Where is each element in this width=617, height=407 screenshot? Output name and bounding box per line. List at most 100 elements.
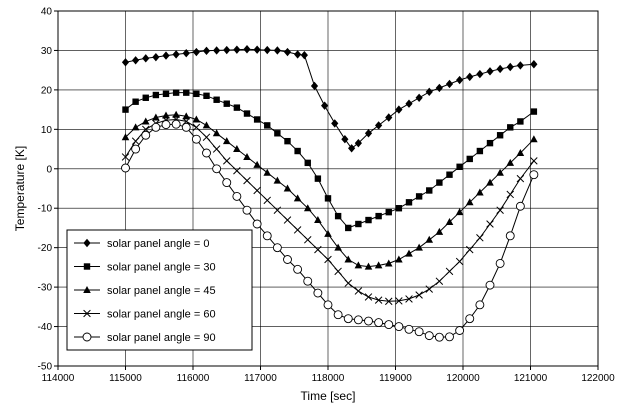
data-point [284, 137, 291, 145]
legend-marker [83, 286, 91, 293]
data-point [465, 245, 474, 254]
data-point [516, 174, 525, 183]
data-point [252, 219, 262, 229]
data-point [264, 122, 271, 129]
y-tick-label: 40 [41, 7, 53, 18]
data-point [485, 280, 495, 290]
data-point [283, 216, 292, 224]
data-point [445, 79, 454, 89]
data-point [233, 45, 241, 54]
data-point [212, 164, 222, 174]
data-point [354, 287, 363, 295]
data-point [374, 318, 384, 328]
data-point [151, 122, 161, 132]
data-point [152, 91, 160, 99]
data-point [171, 119, 181, 129]
data-point [262, 231, 272, 241]
data-point [131, 144, 141, 154]
data-point [425, 87, 433, 97]
data-point [142, 54, 150, 63]
data-point [303, 204, 312, 212]
data-point [300, 50, 308, 60]
data-point [222, 137, 231, 145]
data-point [415, 193, 423, 200]
data-point [182, 112, 191, 120]
data-point [385, 208, 392, 216]
data-point [122, 106, 129, 113]
data-point [341, 134, 349, 144]
data-point [273, 206, 282, 214]
data-point [283, 255, 292, 264]
data-point [192, 123, 201, 132]
data-point [515, 201, 525, 211]
data-point [263, 168, 272, 176]
data-point [132, 98, 139, 105]
data-point [131, 123, 140, 131]
data-point [436, 179, 443, 186]
data-point [345, 224, 352, 232]
data-point [530, 135, 538, 143]
data-point [385, 113, 393, 122]
data-point [303, 236, 312, 244]
legend-marker [83, 263, 91, 270]
data-point [486, 67, 494, 76]
data-point [364, 293, 373, 301]
data-point [375, 121, 383, 130]
data-point [232, 191, 242, 201]
data-point [321, 101, 329, 110]
data-point [426, 187, 433, 194]
data-point [263, 196, 272, 205]
data-point [202, 46, 211, 56]
data-point [486, 178, 494, 186]
legend-marker [82, 332, 92, 342]
data-point [293, 194, 302, 202]
y-tick-label: -20 [38, 243, 53, 254]
data-point [233, 145, 241, 153]
data-point [141, 117, 150, 125]
data-point [476, 69, 484, 79]
data-point [304, 159, 311, 167]
data-point [202, 148, 211, 158]
data-point [212, 145, 221, 153]
y-tick-label: 0 [46, 164, 52, 175]
data-point [434, 332, 444, 342]
data-point [415, 291, 423, 299]
data-point [506, 158, 515, 166]
data-point [141, 130, 151, 140]
data-point [496, 132, 504, 139]
data-point [506, 62, 514, 72]
data-point [455, 326, 465, 335]
data-point [354, 261, 363, 269]
data-point [405, 99, 413, 108]
data-point [203, 92, 210, 100]
data-point [415, 243, 423, 251]
data-point [314, 175, 322, 182]
data-point [353, 315, 363, 325]
data-point [435, 83, 443, 93]
data-point [466, 155, 473, 163]
data-point [222, 178, 232, 188]
data-point [415, 93, 423, 102]
legend-label: solar panel angle = 0 [107, 238, 209, 250]
data-point [334, 267, 342, 276]
x-tick-label: 116000 [177, 373, 210, 384]
data-point [192, 115, 201, 123]
x-tick-label: 118000 [312, 373, 345, 384]
data-point [435, 277, 444, 285]
data-point [172, 110, 180, 118]
data-point [294, 147, 301, 155]
data-point [507, 124, 514, 131]
data-point [405, 199, 413, 206]
data-point [374, 296, 383, 304]
legend-label: solar panel angle = 45 [107, 285, 216, 297]
data-point [303, 276, 313, 286]
data-point [486, 220, 494, 228]
data-point [475, 300, 485, 310]
data-point [243, 110, 251, 117]
y-tick-label: 20 [41, 85, 53, 96]
y-tick-label: -10 [38, 204, 53, 215]
data-point [496, 206, 504, 214]
data-point [183, 89, 190, 96]
data-point [212, 129, 221, 137]
data-point [334, 243, 342, 251]
